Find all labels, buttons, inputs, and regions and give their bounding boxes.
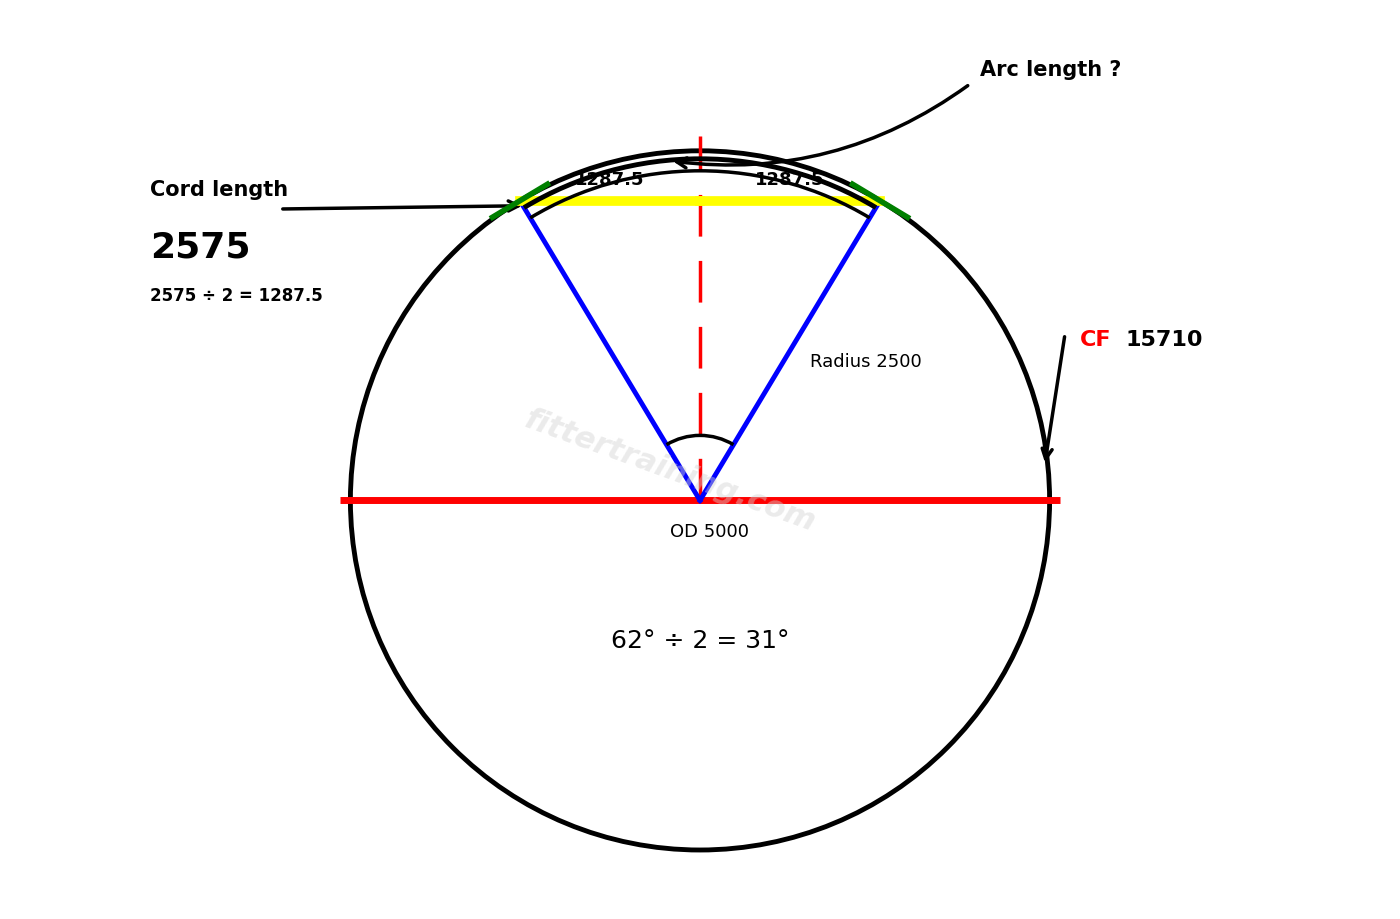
Text: 62° ÷ 2 = 31°: 62° ÷ 2 = 31° bbox=[610, 629, 790, 652]
Text: Cord length: Cord length bbox=[150, 180, 288, 199]
Text: Radius 2500: Radius 2500 bbox=[811, 352, 921, 370]
Text: OD 5000: OD 5000 bbox=[671, 523, 749, 540]
Text: 1287.5: 1287.5 bbox=[575, 171, 645, 188]
Text: 15710: 15710 bbox=[1126, 330, 1203, 349]
Text: CF: CF bbox=[1079, 330, 1112, 349]
Text: 1287.5: 1287.5 bbox=[755, 171, 825, 188]
Text: 2575: 2575 bbox=[150, 231, 251, 265]
Text: 2575 ÷ 2 = 1287.5: 2575 ÷ 2 = 1287.5 bbox=[150, 287, 323, 305]
Text: Arc length ?: Arc length ? bbox=[980, 60, 1121, 80]
Text: fittertraining.com: fittertraining.com bbox=[521, 404, 819, 537]
